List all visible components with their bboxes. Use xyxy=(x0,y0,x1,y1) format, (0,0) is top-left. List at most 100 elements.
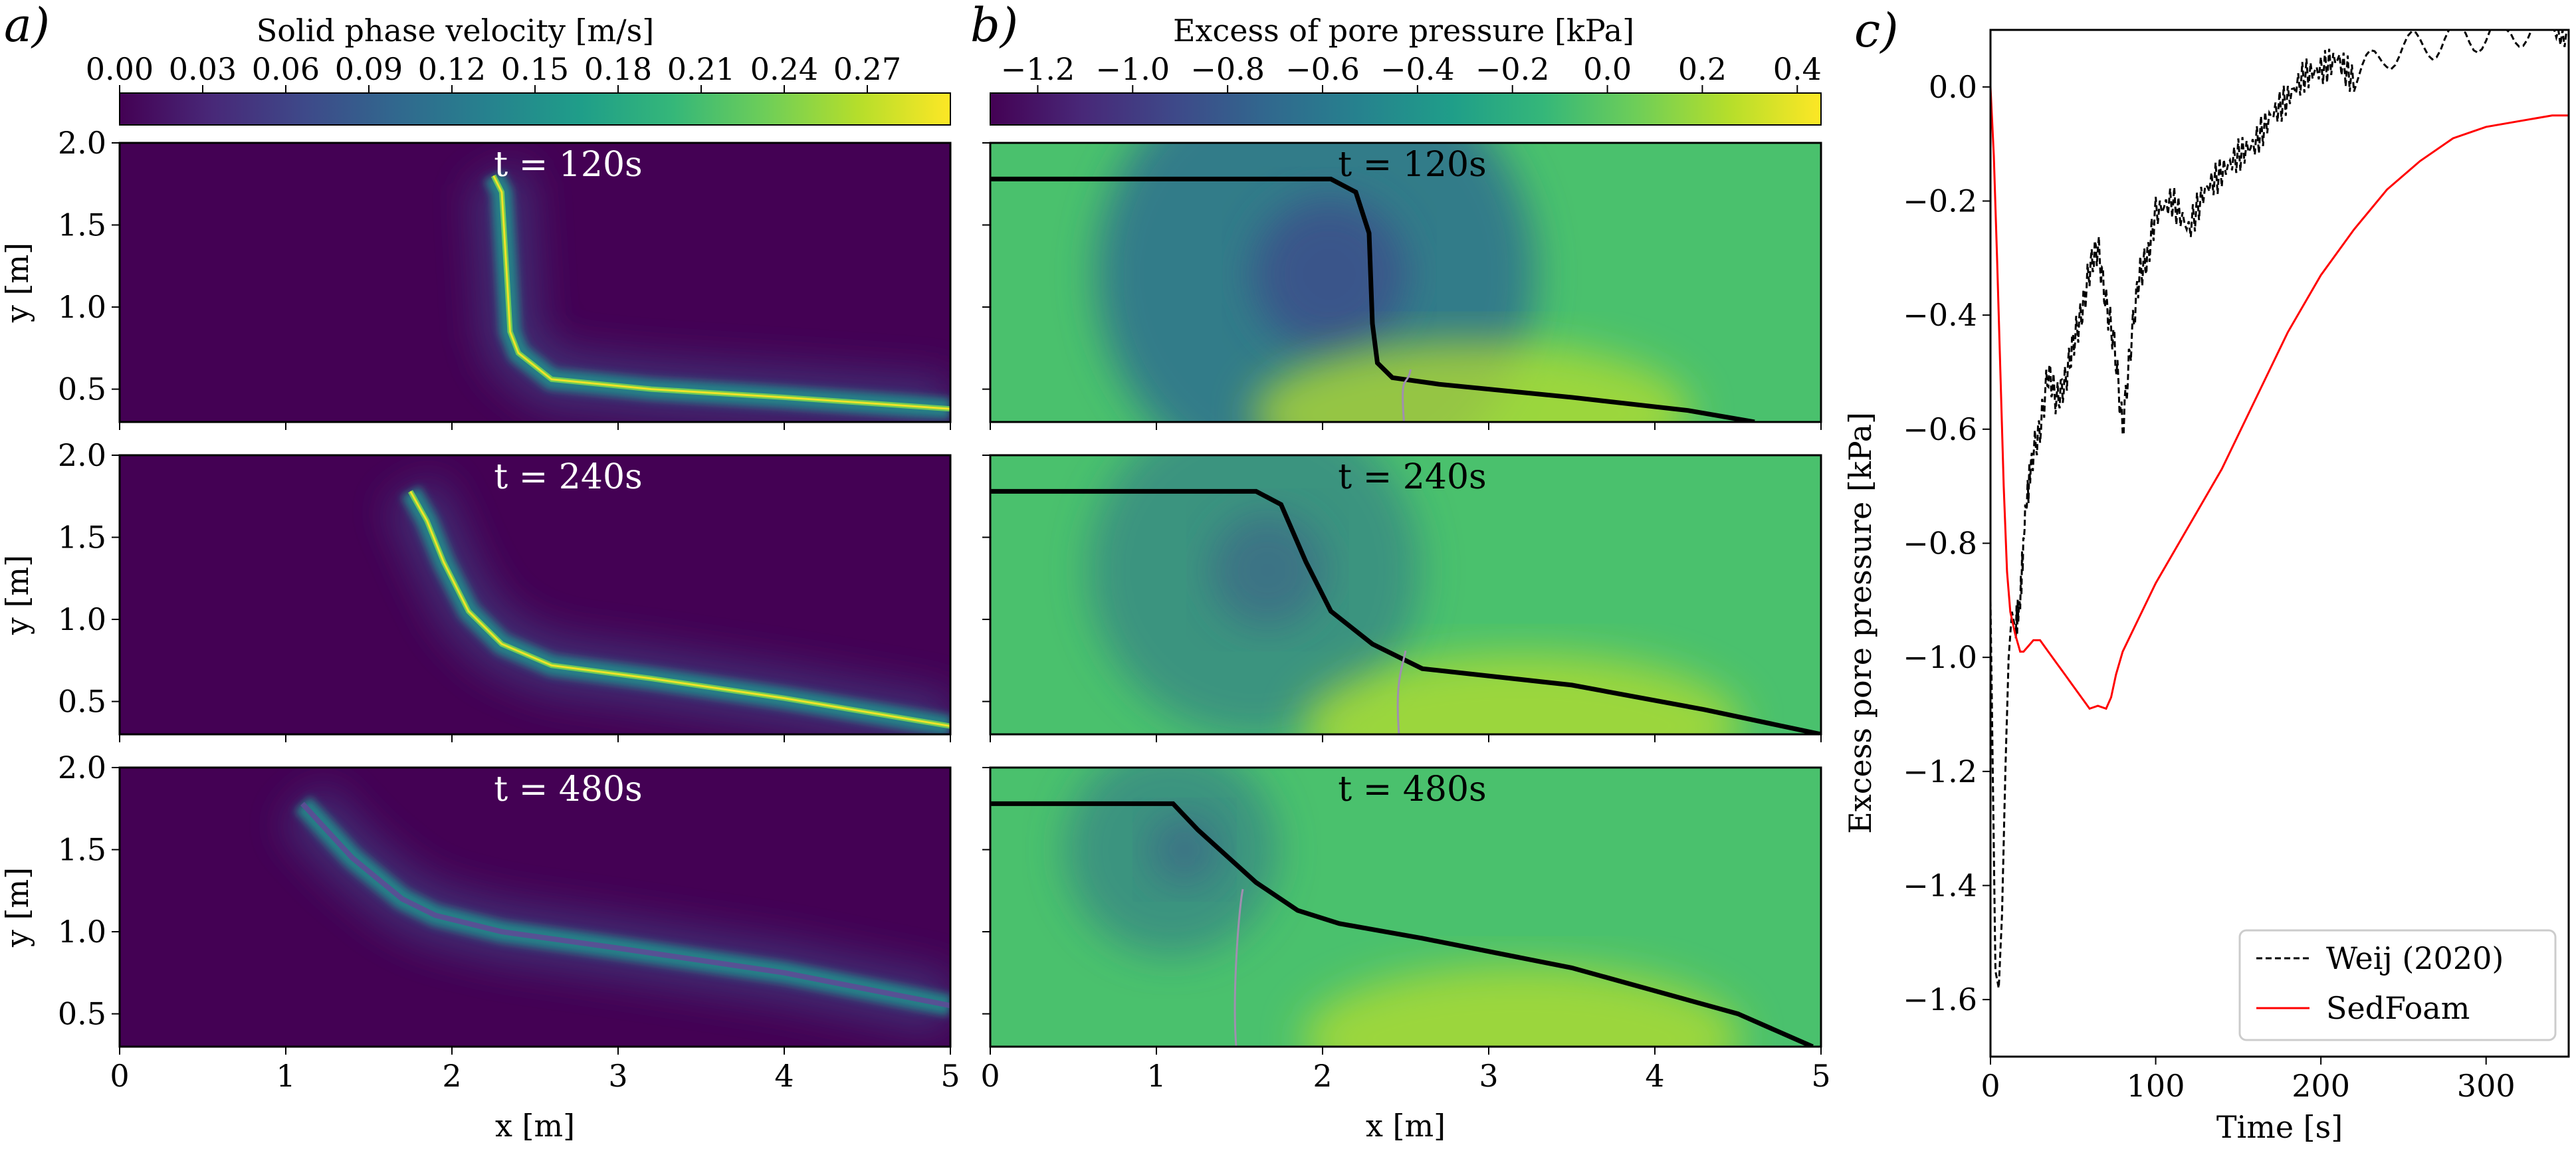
velocity-peak xyxy=(492,175,950,410)
colorbar-tick-label: 0.27 xyxy=(833,51,901,87)
x-tick-label: 3 xyxy=(608,1058,627,1094)
pressure-high-zone xyxy=(1303,653,1741,734)
x-tick-label: 4 xyxy=(774,1058,794,1094)
velocity-panel: 0.5 1.0 1.5 2.0 y [m] t = 120s 0.5 1.0 1.5 2.0 y … xyxy=(0,125,960,1144)
x-tick-label: 200 xyxy=(2292,1068,2350,1104)
x-tick-label: 2 xyxy=(442,1058,461,1094)
colorbar-tick-label: −0.8 xyxy=(1190,51,1265,87)
x-tick-label: 5 xyxy=(1811,1058,1830,1094)
zero-pressure-contour xyxy=(1402,369,1412,422)
pressure-field xyxy=(990,143,1821,422)
time-label: t = 240s xyxy=(494,457,642,497)
y-tick-label: −0.4 xyxy=(1903,297,1977,333)
velocity-field xyxy=(120,768,950,1047)
colorbar-tick-label: −1.2 xyxy=(1001,51,1075,87)
x-tick-label: 5 xyxy=(940,1058,960,1094)
y-tick-label: −1.0 xyxy=(1903,639,1977,675)
pressure-colorbar-bar xyxy=(990,92,1822,126)
colorbar-tick-label: 0.21 xyxy=(667,51,735,87)
x-tick-label: 0 xyxy=(980,1058,1000,1094)
colorbar-tick-label: 0.2 xyxy=(1678,51,1727,87)
velocity-field xyxy=(120,143,950,422)
y-tick-label: −1.6 xyxy=(1903,982,1977,1017)
colorbar-tick-label: 0.09 xyxy=(335,51,403,87)
y-tick-label: 1.0 xyxy=(58,289,106,325)
pressure-high-zone xyxy=(1303,965,1741,1047)
time-label: t = 480s xyxy=(1338,770,1486,809)
legend-weij-label: Weij (2020) xyxy=(2326,940,2504,976)
velocity-colorbar: Solid phase velocity [m/s] 0.00 0.03 0.06 0… xyxy=(86,13,951,126)
velocity-core xyxy=(300,801,950,1009)
x-tick-label: 100 xyxy=(2127,1068,2185,1104)
axes-frame xyxy=(118,142,952,423)
x-tick-label: 1 xyxy=(276,1058,295,1094)
velocity-colorbar-ticks: 0.00 0.03 0.06 0.09 0.12 0.15 0.18 0.21 0.24 0.27 xyxy=(86,51,901,93)
y-tick-label: 2.0 xyxy=(58,437,106,473)
y-tick-label: 1.5 xyxy=(58,520,106,556)
time-label: t = 120s xyxy=(1338,145,1486,185)
bed-profile-line xyxy=(990,488,1821,734)
colorbar-tick-label: −0.6 xyxy=(1285,51,1360,87)
y-tick-label: −1.2 xyxy=(1903,754,1977,789)
colorbar-tick-label: 0.00 xyxy=(86,51,154,87)
zero-pressure-contour xyxy=(1234,888,1244,1047)
velocity-colorbar-bar xyxy=(119,92,951,126)
colorbar-tick-label: 0.03 xyxy=(169,51,237,87)
velocity-peak xyxy=(409,490,950,728)
x-tick-label: 1 xyxy=(1146,1058,1166,1094)
pressure-min-zone xyxy=(1147,812,1222,887)
x-tick-label: 300 xyxy=(2457,1068,2516,1104)
legend-box xyxy=(2238,929,2557,1041)
colorbar-tick-label: −0.2 xyxy=(1475,51,1550,87)
colorbar-tick-label: 0.06 xyxy=(252,51,320,87)
timeseries-x-axis-label: Time [s] xyxy=(2216,1109,2343,1145)
time-label: t = 480s xyxy=(494,770,642,809)
weij-2020-line xyxy=(1989,29,2569,989)
timeseries-axes-frame xyxy=(1990,30,2569,1057)
axes-frame xyxy=(989,454,1822,736)
sedfoam-line xyxy=(1989,86,2569,710)
pressure-field xyxy=(990,768,1821,1047)
timeseries-ticks: 0 100 200 300 −1.6 −1.4 −1.2 −1.0 −0.8 −0.6 −0.4 −0… xyxy=(1903,69,2515,1104)
time-label: t = 240s xyxy=(1338,457,1486,497)
pressure-colorbar: Excess of pore pressure [kPa] −1.2 −1.0 −0… xyxy=(990,13,1822,126)
y-tick-label: 0.5 xyxy=(58,371,106,407)
pressure-colorbar-title: Excess of pore pressure [kPa] xyxy=(1173,13,1634,49)
axes-frame xyxy=(989,142,1822,423)
velocity-colorbar-title: Solid phase velocity [m/s] xyxy=(257,13,654,49)
legend-sedfoam-label: SedFoam xyxy=(2326,990,2470,1026)
y-tick-label: 0.5 xyxy=(58,996,106,1032)
pressure-x-axis-label: x [m] xyxy=(1366,1108,1446,1144)
y-tick-label: −1.4 xyxy=(1903,868,1977,904)
pressure-field xyxy=(990,455,1821,734)
colorbar-tick-label: −1.0 xyxy=(1095,51,1170,87)
colorbar-tick-label: 0.15 xyxy=(501,51,569,87)
colorbar-tick-label: 0.24 xyxy=(750,51,818,87)
colorbar-tick-label: 0.12 xyxy=(418,51,486,87)
x-tick-label: 0 xyxy=(1981,1068,2000,1104)
panel-label-a: a) xyxy=(4,0,50,52)
y-tick-label: 1.5 xyxy=(58,832,106,868)
y-tick-label: 0.5 xyxy=(58,684,106,720)
colorbar-tick-label: 0.4 xyxy=(1773,51,1822,87)
pressure-colorbar-ticks: −1.2 −1.0 −0.8 −0.6 −0.4 −0.2 0.0 0.2 0.4 xyxy=(1001,51,1822,93)
x-tick-label: 2 xyxy=(1313,1058,1332,1094)
x-tick-label: 0 xyxy=(110,1058,129,1094)
pressure-plot-t120: t = 120s xyxy=(982,142,1822,430)
y-tick-label: −0.8 xyxy=(1903,526,1977,562)
bed-profile-line xyxy=(990,801,1814,1047)
y-tick-label: 2.0 xyxy=(58,750,106,785)
velocity-plot-t240: 0.5 1.0 1.5 2.0 y [m] t = 240s xyxy=(0,437,952,742)
time-label: t = 120s xyxy=(494,145,642,185)
panel-label-c: c) xyxy=(1854,3,1899,58)
panel-label-b: b) xyxy=(970,0,1018,52)
timeseries-axes-border xyxy=(1989,29,2570,1058)
y-tick-label: 0.0 xyxy=(1929,69,1977,105)
y-tick-label: 1.0 xyxy=(58,601,106,637)
x-tick-label: 4 xyxy=(1645,1058,1664,1094)
y-axis-label: y [m] xyxy=(0,555,35,635)
legend: Weij (2020) SedFoam xyxy=(2238,929,2557,1041)
y-axis-label: y [m] xyxy=(0,867,35,948)
y-tick-label: 2.0 xyxy=(58,125,106,161)
